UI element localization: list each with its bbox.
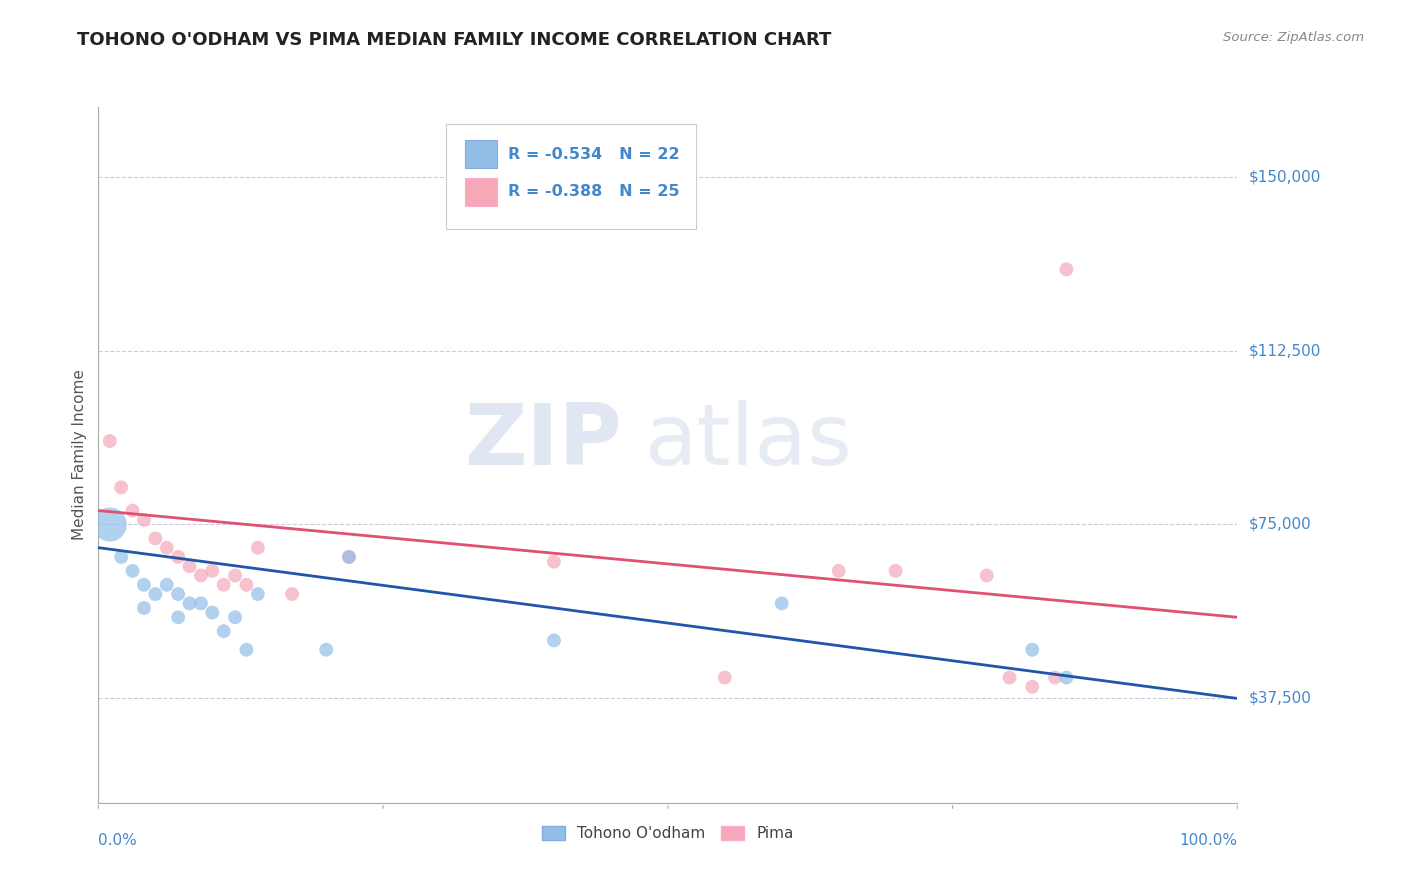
Point bbox=[167, 587, 190, 601]
Point bbox=[212, 624, 235, 639]
Point bbox=[224, 610, 246, 624]
Text: $75,000: $75,000 bbox=[1249, 517, 1312, 532]
Text: R = -0.534   N = 22: R = -0.534 N = 22 bbox=[509, 147, 681, 161]
Legend: Tohono O'odham, Pima: Tohono O'odham, Pima bbox=[536, 820, 800, 847]
Text: $37,500: $37,500 bbox=[1249, 691, 1312, 706]
FancyBboxPatch shape bbox=[465, 140, 498, 169]
Point bbox=[179, 596, 201, 610]
FancyBboxPatch shape bbox=[465, 178, 498, 206]
Point bbox=[1043, 671, 1066, 685]
Text: TOHONO O'ODHAM VS PIMA MEDIAN FAMILY INCOME CORRELATION CHART: TOHONO O'ODHAM VS PIMA MEDIAN FAMILY INC… bbox=[77, 31, 832, 49]
Point bbox=[1054, 671, 1078, 685]
Point bbox=[132, 578, 155, 592]
Point bbox=[98, 434, 121, 448]
Point bbox=[121, 564, 143, 578]
Point bbox=[543, 633, 565, 648]
Point bbox=[1021, 642, 1043, 657]
Text: ZIP: ZIP bbox=[464, 400, 623, 483]
Point bbox=[190, 596, 212, 610]
Point bbox=[201, 606, 224, 620]
Text: R = -0.388   N = 25: R = -0.388 N = 25 bbox=[509, 185, 681, 200]
Y-axis label: Median Family Income: Median Family Income bbox=[72, 369, 87, 541]
Point bbox=[224, 568, 246, 582]
Point bbox=[121, 503, 143, 517]
Point bbox=[315, 642, 337, 657]
Point bbox=[98, 517, 121, 532]
Point bbox=[998, 671, 1021, 685]
Text: 100.0%: 100.0% bbox=[1180, 833, 1237, 848]
Point bbox=[132, 601, 155, 615]
Point bbox=[235, 578, 257, 592]
Text: atlas: atlas bbox=[645, 400, 853, 483]
Point bbox=[281, 587, 304, 601]
Point bbox=[246, 541, 269, 555]
Text: 0.0%: 0.0% bbox=[98, 833, 138, 848]
Point bbox=[110, 549, 132, 564]
Point bbox=[1021, 680, 1043, 694]
Point bbox=[110, 480, 132, 494]
Point bbox=[828, 564, 851, 578]
Point bbox=[337, 549, 360, 564]
Point bbox=[337, 549, 360, 564]
Point bbox=[246, 587, 269, 601]
Point bbox=[201, 564, 224, 578]
Point bbox=[1054, 262, 1078, 277]
Text: Source: ZipAtlas.com: Source: ZipAtlas.com bbox=[1223, 31, 1364, 45]
Point bbox=[179, 559, 201, 574]
Point bbox=[156, 541, 179, 555]
Point bbox=[212, 578, 235, 592]
Point bbox=[976, 568, 998, 582]
Point bbox=[543, 555, 565, 569]
Point bbox=[190, 568, 212, 582]
Point bbox=[145, 532, 167, 546]
Point bbox=[145, 587, 167, 601]
Point bbox=[132, 513, 155, 527]
FancyBboxPatch shape bbox=[446, 124, 696, 229]
Point bbox=[770, 596, 793, 610]
Point bbox=[714, 671, 737, 685]
Text: $150,000: $150,000 bbox=[1249, 169, 1320, 184]
Point bbox=[235, 642, 257, 657]
Point bbox=[156, 578, 179, 592]
Point bbox=[884, 564, 907, 578]
Point bbox=[167, 610, 190, 624]
Point bbox=[167, 549, 190, 564]
Text: $112,500: $112,500 bbox=[1249, 343, 1320, 358]
